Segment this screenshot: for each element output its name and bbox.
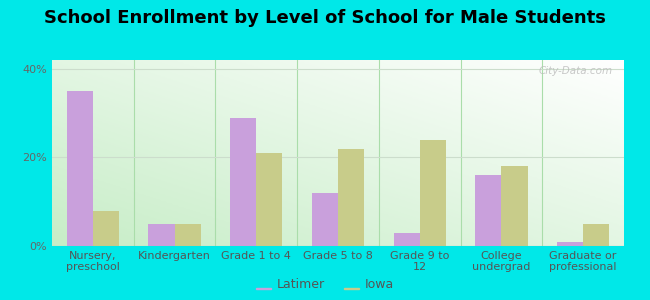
Bar xyxy=(256,153,283,246)
Bar xyxy=(420,140,446,246)
Bar xyxy=(557,242,583,246)
Bar xyxy=(175,224,201,246)
Legend: Latimer, Iowa: Latimer, Iowa xyxy=(255,278,395,291)
Bar xyxy=(393,233,420,246)
Bar xyxy=(312,193,338,246)
Text: School Enrollment by Level of School for Male Students: School Enrollment by Level of School for… xyxy=(44,9,606,27)
Bar xyxy=(93,211,119,246)
Bar xyxy=(501,166,528,246)
Bar xyxy=(148,224,175,246)
Bar xyxy=(67,91,93,246)
Text: City-Data.com: City-Data.com xyxy=(538,66,612,76)
Bar xyxy=(338,148,364,246)
Bar xyxy=(475,175,501,246)
Bar xyxy=(230,118,256,246)
Bar xyxy=(583,224,609,246)
